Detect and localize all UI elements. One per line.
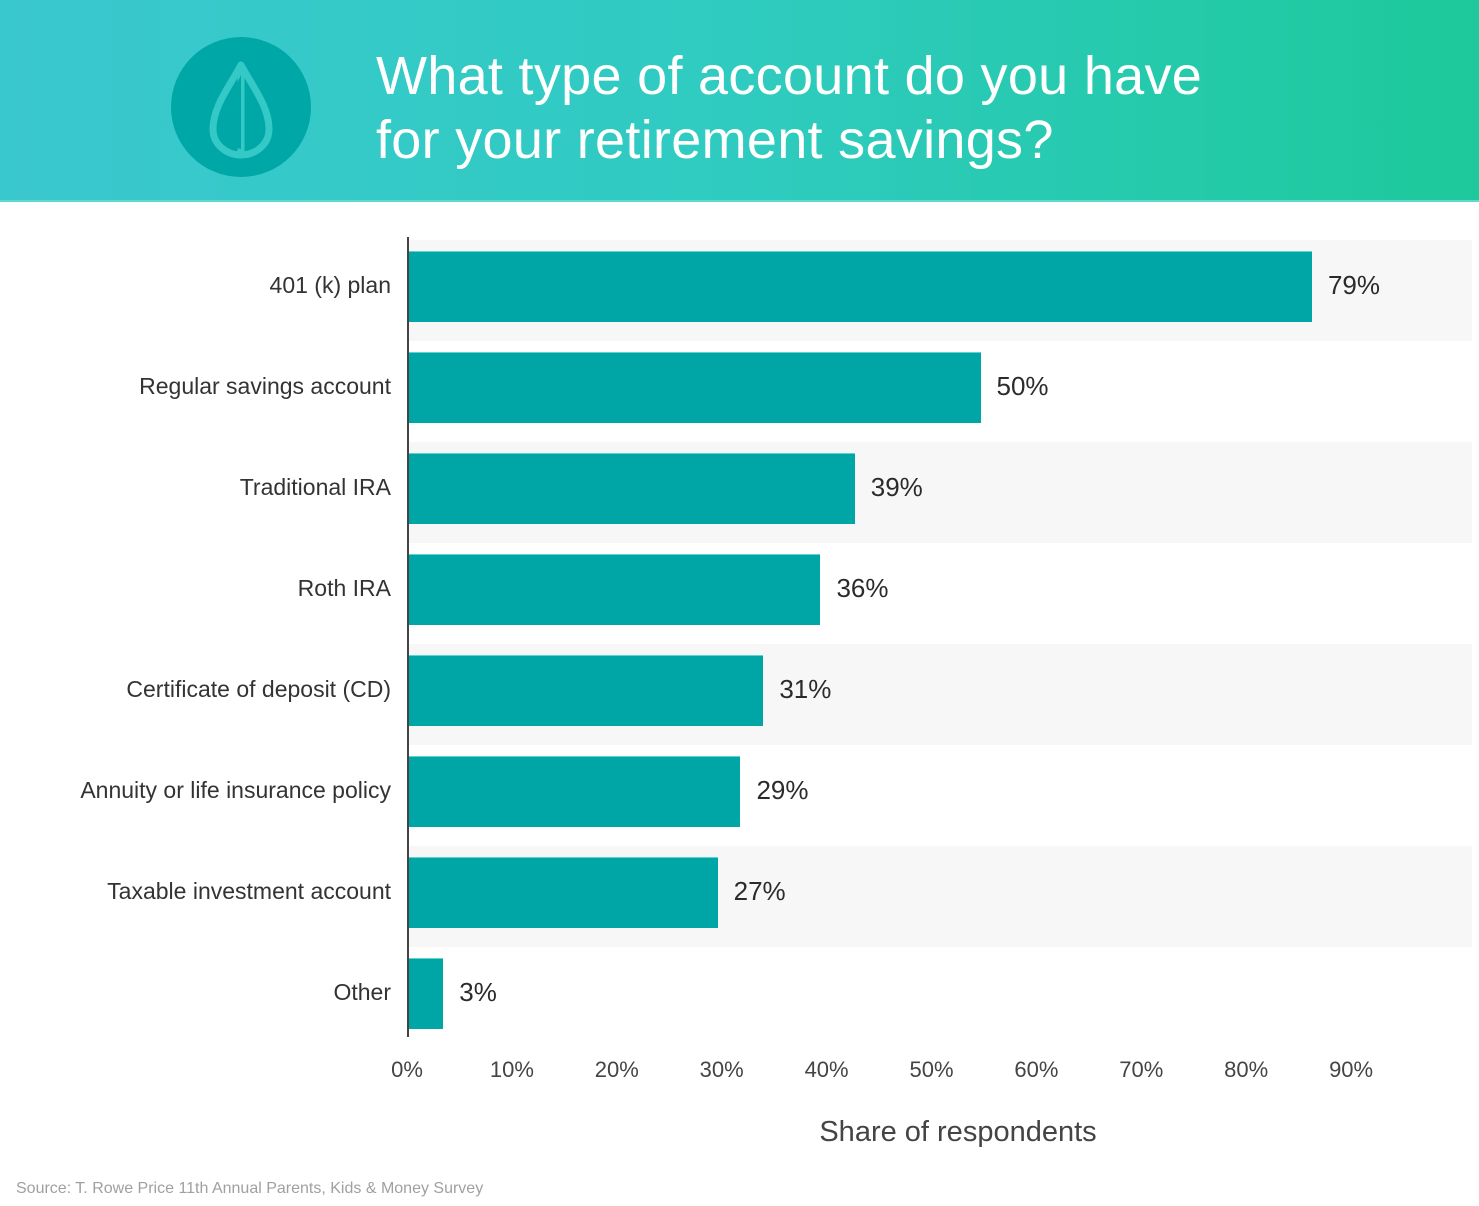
x-tick-label: 0% xyxy=(391,1057,423,1082)
header-banner: What type of account do you have for you… xyxy=(0,0,1479,202)
value-label: 36% xyxy=(836,573,889,603)
title-line-2: for your retirement savings? xyxy=(376,110,1054,170)
x-tick-label: 30% xyxy=(699,1057,744,1082)
source-note: Source: T. Rowe Price 11th Annual Parent… xyxy=(16,1180,484,1197)
x-tick-label: 20% xyxy=(594,1057,639,1082)
category-label: Taxable investment account xyxy=(107,878,391,904)
value-label: 50% xyxy=(996,371,1049,401)
value-label: 27% xyxy=(733,876,786,906)
y-axis-line xyxy=(407,237,409,1037)
title-line-1: What type of account do you have xyxy=(376,46,1203,106)
value-label: 3% xyxy=(459,977,497,1007)
bar xyxy=(409,453,855,524)
bar xyxy=(409,352,981,423)
x-tick-label: 70% xyxy=(1119,1057,1164,1082)
bar xyxy=(409,251,1312,322)
category-label: 401 (k) plan xyxy=(269,272,391,298)
x-tick-label: 40% xyxy=(804,1057,849,1082)
x-tick-label: 50% xyxy=(909,1057,954,1082)
value-label: 79% xyxy=(1327,270,1381,300)
bar xyxy=(409,554,821,625)
category-label: Annuity or life insurance policy xyxy=(80,777,391,803)
x-axis-label: Share of respondents xyxy=(819,1116,1097,1148)
bar xyxy=(409,857,718,928)
bar xyxy=(409,958,444,1029)
bar xyxy=(409,655,764,726)
category-label: Other xyxy=(333,979,391,1005)
value-label: 39% xyxy=(870,472,923,502)
bar xyxy=(409,756,741,827)
category-label: Regular savings account xyxy=(139,373,391,399)
chart-title: What type of account do you have for you… xyxy=(376,44,1426,172)
category-label: Roth IRA xyxy=(297,575,391,601)
value-label: 31% xyxy=(779,674,832,704)
x-tick-label: 60% xyxy=(1014,1057,1059,1082)
category-label: Certificate of deposit (CD) xyxy=(126,676,391,702)
logo-badge xyxy=(171,37,311,177)
category-label: Traditional IRA xyxy=(239,474,391,500)
x-tick-label: 10% xyxy=(489,1057,534,1082)
value-label: 29% xyxy=(756,775,809,805)
x-tick-label: 90% xyxy=(1329,1057,1374,1082)
x-tick-label: 80% xyxy=(1224,1057,1269,1082)
water-drop-icon xyxy=(209,61,273,159)
